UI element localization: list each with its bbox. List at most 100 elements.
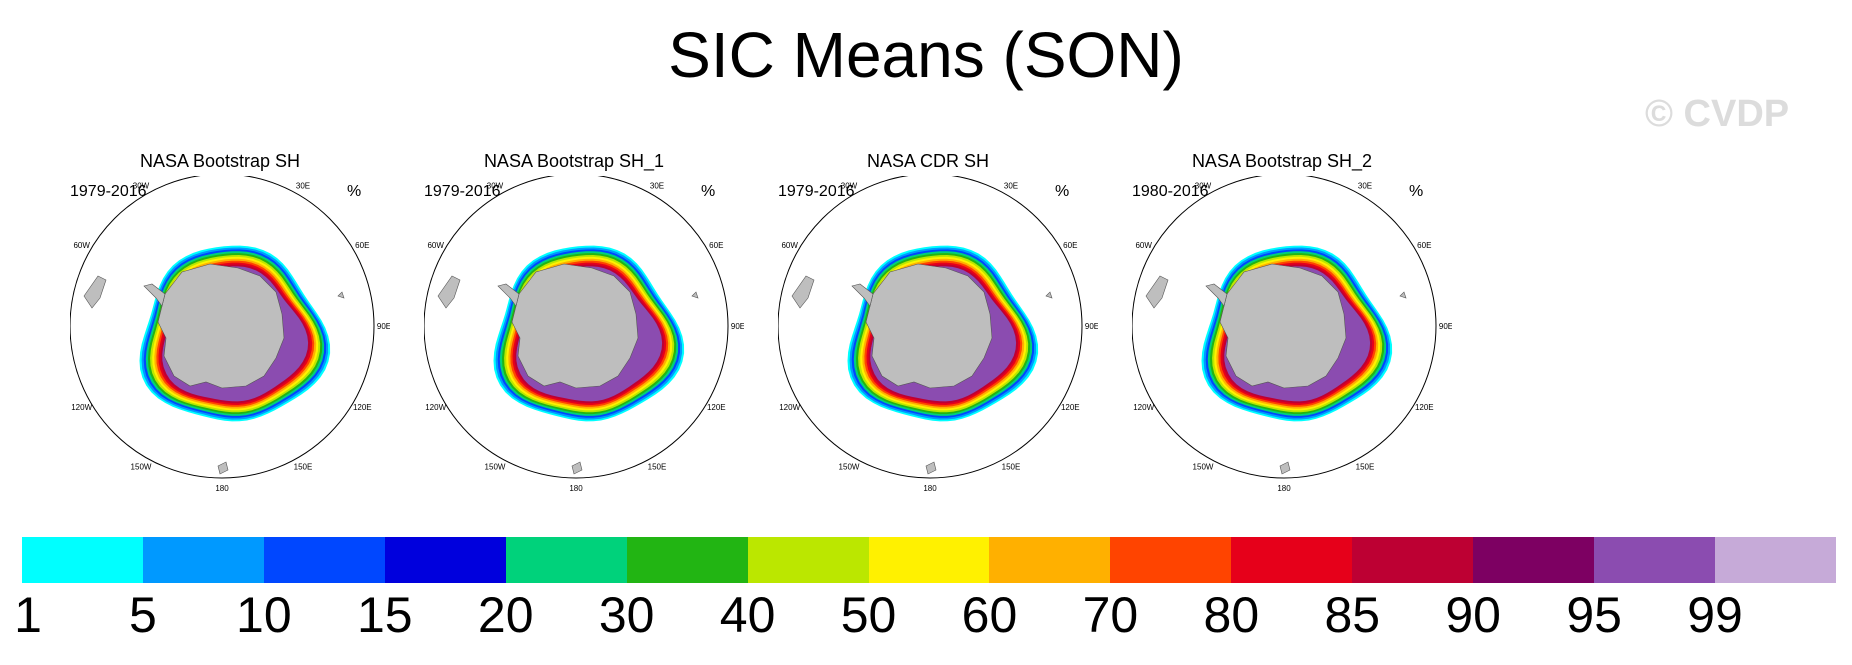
island-landmass (691, 291, 699, 299)
longitude-label: 60W (781, 241, 798, 250)
colorbar-segment (868, 537, 990, 583)
cvdp-watermark: © CVDP (1645, 93, 1790, 135)
panel-units: % (1055, 183, 1070, 200)
colorbar-segment (22, 537, 144, 583)
panel-years: 1979-2016 (424, 183, 501, 200)
colorbar-label: 99 (1687, 587, 1743, 643)
colorbar-label: 20 (477, 587, 534, 643)
colorbar-label: 10 (236, 587, 292, 643)
longitude-label: 60W (427, 241, 444, 250)
longitude-label: 60E (709, 241, 723, 250)
polar-stereographic-map: 030E60E90E120E150E180150W120W90W60W30W (1132, 176, 1452, 493)
longitude-label: 120E (353, 403, 372, 412)
polar-stereographic-map: 030E60E90E120E150E180150W120W90W60W30W (778, 176, 1098, 493)
colorbar-label: 40 (719, 587, 776, 643)
colorbar-labels: 1 5 10 15 20 30 40 50 60 70 80 85 90 95 99 (14, 585, 1836, 645)
longitude-label: 60E (355, 241, 369, 250)
longitude-label: 120E (1415, 403, 1434, 412)
island-landmass (925, 461, 937, 475)
colorbar-label: 80 (1203, 587, 1260, 643)
colorbar-label: 60 (961, 587, 1018, 643)
colorbar-label: 90 (1445, 587, 1501, 643)
colorbar-segment (142, 537, 265, 583)
panel-units: % (701, 183, 716, 200)
island-landmass (1045, 291, 1053, 299)
panel-title: NASA Bootstrap SH_1 (483, 151, 665, 171)
longitude-label: 150W (839, 462, 860, 471)
colorbar-label: 15 (356, 587, 413, 643)
longitude-label: 120E (1061, 403, 1080, 412)
colorbar-label: 85 (1324, 587, 1381, 643)
antarctica-landmass (511, 263, 639, 389)
longitude-label: 90E (1439, 322, 1452, 331)
island-landmass (217, 461, 229, 475)
colorbar-segment (1110, 537, 1232, 583)
longitude-label: 150W (485, 462, 506, 471)
panel-years: 1979-2016 (70, 183, 147, 200)
antarctica-landmass (865, 263, 993, 389)
colorbar-segment (384, 537, 507, 583)
longitude-label: 120W (425, 403, 446, 412)
colorbar-label: 95 (1566, 587, 1622, 643)
island-landmass (337, 291, 345, 299)
south-america-landmass (791, 275, 815, 309)
colorbar-segment (1715, 537, 1837, 583)
longitude-label: 150W (1193, 462, 1214, 471)
colorbar-label: 50 (840, 587, 897, 643)
antarctic-peninsula (497, 283, 520, 307)
colorbar-label: 1 (14, 587, 42, 643)
panel-years: 1980-2016 (1132, 183, 1209, 200)
longitude-label: 150W (131, 462, 152, 471)
longitude-label: 30E (296, 182, 310, 191)
colorbar-segment (1473, 537, 1595, 583)
longitude-label: 60W (73, 241, 90, 250)
longitude-label: 180 (1277, 484, 1291, 493)
south-america-landmass (83, 275, 107, 309)
panel-units: % (1409, 183, 1424, 200)
colorbar-segment (263, 537, 386, 583)
panel-years: 1979-2016 (778, 183, 855, 200)
panel-title: NASA Bootstrap SH (139, 151, 301, 171)
longitude-label: 90E (377, 322, 390, 331)
polar-stereographic-map: 030E60E90E120E150E180150W120W90W60W30W (424, 176, 744, 493)
longitude-label: 180 (569, 484, 583, 493)
island-landmass (571, 461, 583, 475)
antarctic-peninsula (143, 283, 166, 307)
panel-title: NASA CDR SH (866, 151, 990, 171)
colorbar (22, 537, 1837, 583)
longitude-label: 30W (841, 182, 858, 191)
map-panel: NASA CDR SH1979-2016%030E60E90E120E150E1… (778, 142, 1128, 512)
island-landmass (1399, 291, 1407, 299)
longitude-label: 30W (133, 182, 150, 191)
longitude-label: 150E (294, 462, 313, 471)
longitude-label: 30W (487, 182, 504, 191)
colorbar-segment (626, 537, 749, 583)
panel-title: NASA Bootstrap SH_2 (1191, 151, 1373, 171)
longitude-label: 120W (71, 403, 92, 412)
longitude-label: 60E (1063, 241, 1077, 250)
longitude-label: 30E (1358, 182, 1372, 191)
figure-title: SIC Means (SON) (668, 19, 1184, 91)
colorbar-segment (747, 537, 870, 583)
longitude-label: 150E (1002, 462, 1021, 471)
colorbar-segment (1231, 537, 1353, 583)
colorbar-label: 5 (129, 587, 157, 643)
longitude-label: 150E (648, 462, 667, 471)
south-america-landmass (1145, 275, 1169, 309)
antarctica-landmass (1219, 263, 1347, 389)
map-panel: NASA Bootstrap SH_21980-2016%030E60E90E1… (1132, 142, 1482, 512)
polar-stereographic-map: 030E60E90E120E150E180150W120W90W60W30W (70, 176, 390, 493)
antarctic-peninsula (851, 283, 874, 307)
colorbar-label: 70 (1082, 587, 1139, 643)
longitude-label: 30E (1004, 182, 1018, 191)
antarctica-landmass (157, 263, 285, 389)
map-panel: NASA Bootstrap SH_11979-2016%030E60E90E1… (424, 142, 774, 512)
island-landmass (1279, 461, 1291, 475)
longitude-label: 120W (1133, 403, 1154, 412)
longitude-label: 60W (1135, 241, 1152, 250)
map-panel: NASA Bootstrap SH1979-2016%030E60E90E120… (70, 142, 420, 512)
longitude-label: 90E (731, 322, 744, 331)
longitude-label: 30E (650, 182, 664, 191)
longitude-label: 180 (923, 484, 937, 493)
longitude-label: 120E (707, 403, 726, 412)
